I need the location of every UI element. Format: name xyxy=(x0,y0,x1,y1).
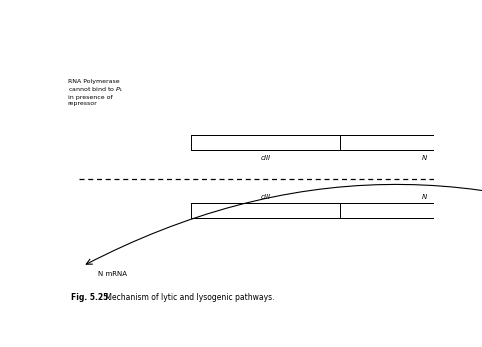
Text: $cIII$: $cIII$ xyxy=(260,153,272,162)
Text: $cIII$: $cIII$ xyxy=(260,192,272,201)
Text: N mRNA: N mRNA xyxy=(97,271,127,277)
Text: $N$: $N$ xyxy=(421,192,428,201)
Text: $N$: $N$ xyxy=(421,153,428,162)
Text: Mechanism of lytic and lysogenic pathways.: Mechanism of lytic and lysogenic pathway… xyxy=(103,293,275,302)
Bar xyxy=(340,203,482,218)
Text: RNA Polymerase
cannot bind to $P_L$
in presence of
repressor: RNA Polymerase cannot bind to $P_L$ in p… xyxy=(67,79,123,106)
Text: Fig. 5.25.: Fig. 5.25. xyxy=(71,293,111,302)
Bar xyxy=(191,135,340,150)
Bar xyxy=(191,203,340,218)
Bar xyxy=(340,135,482,150)
